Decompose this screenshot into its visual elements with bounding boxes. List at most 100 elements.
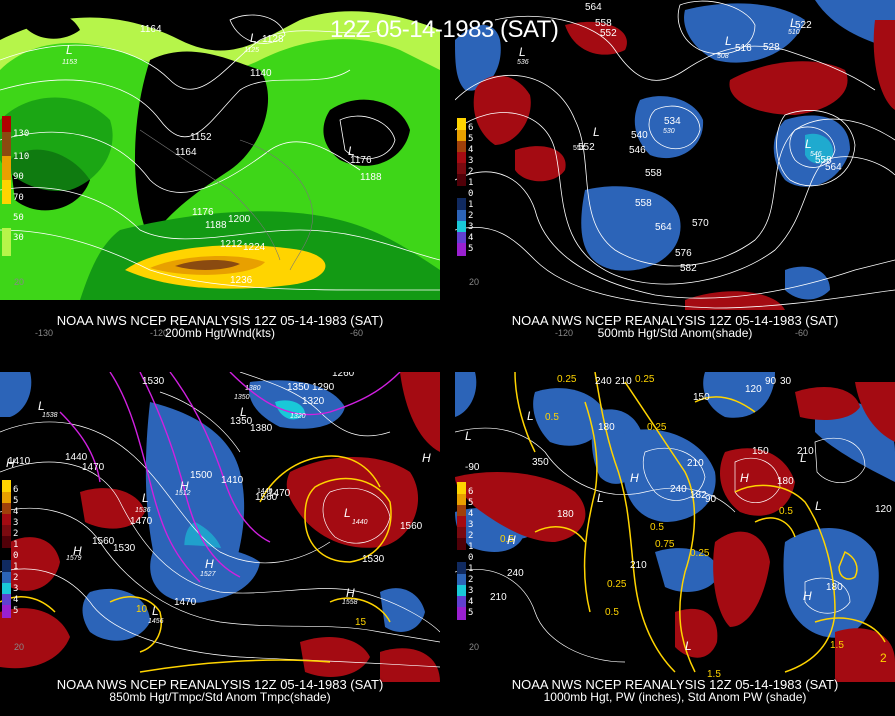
low-pressure-icon: L [66, 43, 73, 57]
low-pressure-icon: L [725, 34, 732, 48]
contour-label: 1456 [148, 618, 164, 625]
contour-label: 1290 [312, 382, 335, 393]
axis-label: -60 [795, 328, 808, 338]
axis-label: -120 [555, 328, 573, 338]
colorbar-label: 130 [13, 129, 30, 139]
contour-label: 1164 [140, 24, 162, 35]
contour-label: 576 [675, 248, 692, 259]
contour-label: 180 [557, 509, 574, 520]
low-pressure-icon: L [240, 405, 247, 419]
contour-label: 528 [763, 42, 780, 53]
colorbar-label: 4 [468, 597, 474, 607]
panel-subcaption: 850mb Hgt/Tmpc/Std Anom Tmpc(shade) [109, 690, 331, 704]
colorbar-label: 4 [13, 595, 19, 605]
contour-label: 1560 [400, 521, 423, 532]
contour-label: 1212 [220, 239, 243, 250]
low-pressure-icon: L [805, 137, 812, 151]
colorbar-label: 3 [468, 586, 474, 596]
contour-label: 2 [880, 651, 887, 665]
contour-label: 1410 [8, 456, 31, 467]
contour-label: 1320 [302, 396, 325, 407]
panel-subcaption: 200mb Hgt/Wnd(kts) [164, 326, 276, 340]
colorbar-label: 110 [13, 152, 30, 162]
contour-label: 0.5 [779, 506, 793, 517]
contour-label: 1176 [192, 207, 214, 218]
colorbar-label: 5 [468, 244, 474, 254]
contour-label: 546 [810, 151, 822, 158]
panel-500mb: 564 558 552 516 528 522 536 552 540 534 … [455, 0, 895, 345]
contour-label: 510 [788, 29, 800, 36]
contour-label: 0.5 [650, 522, 664, 533]
colorbar-label: 0 [468, 189, 474, 199]
contour-label: 1579 [66, 555, 82, 562]
colorbar-label: 90 [13, 172, 24, 182]
contour-label: 1128 [262, 34, 284, 45]
high-pressure-icon: H [180, 479, 189, 493]
colorbar-label: 70 [13, 193, 24, 203]
contour-label: 522 [795, 20, 812, 31]
high-pressure-icon: H [6, 456, 15, 470]
contour-label: 1470 [174, 597, 197, 608]
low-pressure-icon: L [142, 491, 149, 505]
contour-label: 1.5 [707, 669, 721, 680]
page-title: 12Z 05-14-1983 (SAT) [330, 16, 559, 43]
colorbar-label: 1 [468, 200, 474, 210]
contour-label: 1224 [243, 242, 266, 253]
contour-label: 1530 [362, 554, 385, 565]
contour-label: 210 [687, 458, 704, 469]
high-pressure-icon: H [803, 589, 812, 603]
colorbar-500mb [457, 118, 466, 256]
contour-label: 210 [490, 592, 507, 603]
contour-label: 1530 [113, 543, 136, 554]
colorbar-label: 5 [468, 608, 474, 618]
colorbar-label: 0 [13, 551, 19, 561]
high-pressure-icon: H [422, 451, 431, 465]
contour-label: 30 [780, 376, 792, 387]
contour-label: 1440 [352, 519, 368, 526]
contour-label: 1200 [228, 214, 251, 225]
contour-label: 1470 [268, 488, 291, 499]
contour-label: 536 [517, 59, 529, 66]
colorbar-label: 2 [13, 529, 19, 539]
panel-caption: NOAA NWS NCEP REANALYSIS 12Z 05-14-1983 … [56, 677, 384, 692]
contour-label: 1.5 [830, 640, 844, 651]
contour-label: 564 [825, 162, 842, 173]
contour-label: -90 [465, 462, 480, 473]
contour-label: 582 [680, 263, 697, 274]
contour-label: 516 [735, 43, 752, 54]
contour-label: 1153 [62, 59, 77, 66]
panel-caption: NOAA NWS NCEP REANALYSIS 12Z 05-14-1983 … [511, 677, 839, 692]
contour-label: 1440 [65, 452, 88, 463]
colorbar-label: 1 [468, 564, 474, 574]
colorbar-label: 3 [468, 222, 474, 232]
map-200mb: 1164 1128 1140 1152 1164 1176 1188 1176 … [0, 0, 440, 345]
contour-label: 1558 [342, 599, 358, 606]
contour-label: 350 [532, 457, 549, 468]
contour-label: 1188 [360, 172, 382, 183]
panel-caption: NOAA NWS NCEP REANALYSIS 12Z 05-14-1983 … [511, 313, 839, 328]
contour-label: 1176 [350, 155, 372, 166]
panel-subcaption: 500mb Hgt/Std Anom(shade) [597, 326, 753, 340]
contour-label: 210 [630, 560, 647, 571]
contour-label: 150 [693, 392, 710, 403]
contour-label: 0.25 [557, 374, 577, 385]
colorbar-label: 4 [468, 509, 474, 519]
colorbar-label: 30 [13, 233, 24, 243]
contour-label: 1560 [255, 492, 278, 503]
contour-label: 0.5 [500, 534, 514, 545]
contour-label: 0.75 [655, 539, 675, 550]
contour-label: 1350 [230, 416, 253, 427]
colorbar-label: 6 [468, 123, 474, 133]
contour-label: 1470 [82, 462, 105, 473]
axis-label: 20 [469, 277, 479, 287]
contour-label: 558 [635, 198, 652, 209]
contour-label: 1536 [135, 507, 151, 514]
low-pressure-icon: L [152, 604, 159, 618]
contour-label: 1530 [142, 376, 165, 387]
high-pressure-icon: H [346, 586, 355, 600]
contour-label: 530 [663, 128, 675, 135]
colorbar-850mb [2, 480, 11, 618]
contour-label: 210 [615, 376, 632, 387]
contour-label: 1350 [234, 394, 250, 401]
contour-label: 546 [629, 145, 646, 156]
